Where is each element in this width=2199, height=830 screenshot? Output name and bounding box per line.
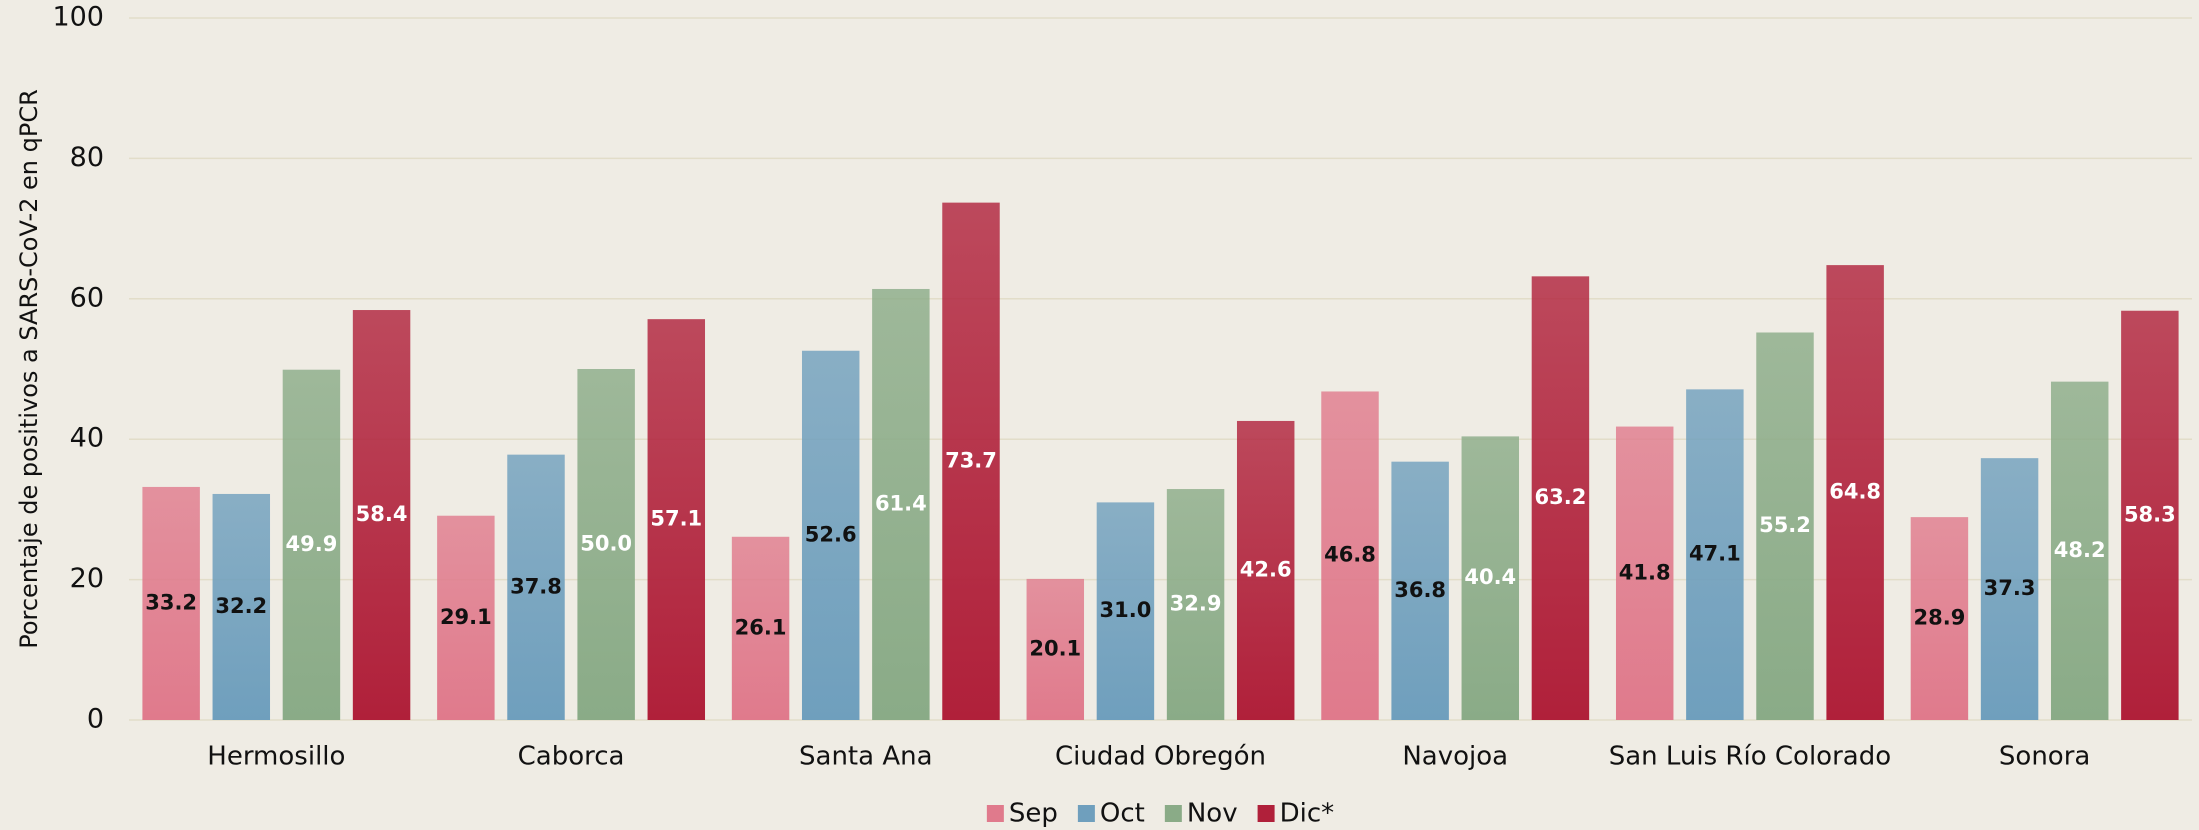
value-label: 46.8 [1324,543,1376,567]
y-tick-label: 20 [70,563,104,594]
value-label: 64.8 [1829,480,1881,504]
bar [1096,502,1155,720]
x-tick-label: Sonora [1999,742,2090,772]
bar [507,454,565,720]
bar [1391,461,1449,720]
bar [872,288,930,720]
value-label: 32.2 [215,594,267,618]
value-label: 37.3 [1984,576,2036,600]
x-tick-label: Caborca [518,742,625,772]
value-label: 31.0 [1100,598,1152,622]
value-label: 50.0 [580,532,632,556]
y-tick-label: 0 [87,704,104,735]
bar [212,493,271,720]
bar [352,310,411,720]
legend-label: Oct [1100,799,1145,829]
legend-swatch [1164,805,1182,822]
x-tick-label: Ciudad Obregón [1055,742,1266,772]
bar [1321,391,1379,720]
bar [801,350,860,720]
value-label: 52.6 [805,522,857,546]
bar [647,319,706,720]
legend-label: Dic* [1280,799,1335,829]
value-label: 33.2 [145,590,197,614]
legend-swatch [1257,805,1275,822]
legend-swatch [986,805,1004,822]
value-label: 73.7 [945,448,997,472]
bar [942,202,1000,721]
bar [1615,426,1674,720]
bar [437,515,495,720]
legend-label: Nov [1187,799,1238,829]
value-label: 48.2 [2054,538,2106,562]
bar [731,536,790,720]
y-tick-label: 60 [70,282,104,313]
bar [1686,389,1744,720]
x-tick-label: Navojoa [1402,742,1508,772]
value-label: 49.9 [286,532,338,556]
value-label: 58.4 [356,502,408,526]
bar [1166,489,1225,720]
value-label: 37.8 [510,574,562,598]
bar [1756,332,1814,720]
bar [1910,517,1969,720]
value-label: 61.4 [875,491,927,515]
legend-swatch [1077,805,1095,822]
value-label: 29.1 [440,605,492,629]
x-tick-label: Hermosillo [207,742,345,772]
bar [282,369,341,720]
value-label: 55.2 [1759,513,1811,537]
y-tick-label: 40 [70,423,104,454]
x-tick-label: Santa Ana [799,742,933,772]
y-tick-label: 80 [70,142,104,173]
value-label: 32.9 [1170,592,1222,616]
bar [2050,381,2109,720]
legend-label: Sep [1009,799,1058,829]
value-label: 28.9 [1914,606,1966,630]
value-label: 42.6 [1240,557,1292,581]
value-label: 58.3 [2124,502,2176,526]
bar [1980,458,2039,720]
bar [2121,310,2179,720]
value-label: 41.8 [1619,560,1671,584]
value-label: 40.4 [1464,565,1516,589]
value-label: 57.1 [650,507,702,531]
y-axis-title: Porcentaje de positivos a SARS-CoV-2 en … [15,89,43,649]
value-label: 63.2 [1535,485,1587,509]
x-tick-label: San Luis Río Colorado [1609,742,1891,772]
bar [1026,578,1085,720]
bar [577,369,635,720]
value-label: 26.1 [735,615,787,639]
bar [1461,436,1520,720]
value-label: 47.1 [1689,542,1741,566]
bar [1531,276,1590,720]
bar [1236,420,1295,720]
y-tick-label: 100 [52,2,104,33]
bar [142,486,200,720]
value-label: 36.8 [1394,578,1446,602]
value-label: 20.1 [1029,636,1081,660]
bar [1826,265,1884,720]
